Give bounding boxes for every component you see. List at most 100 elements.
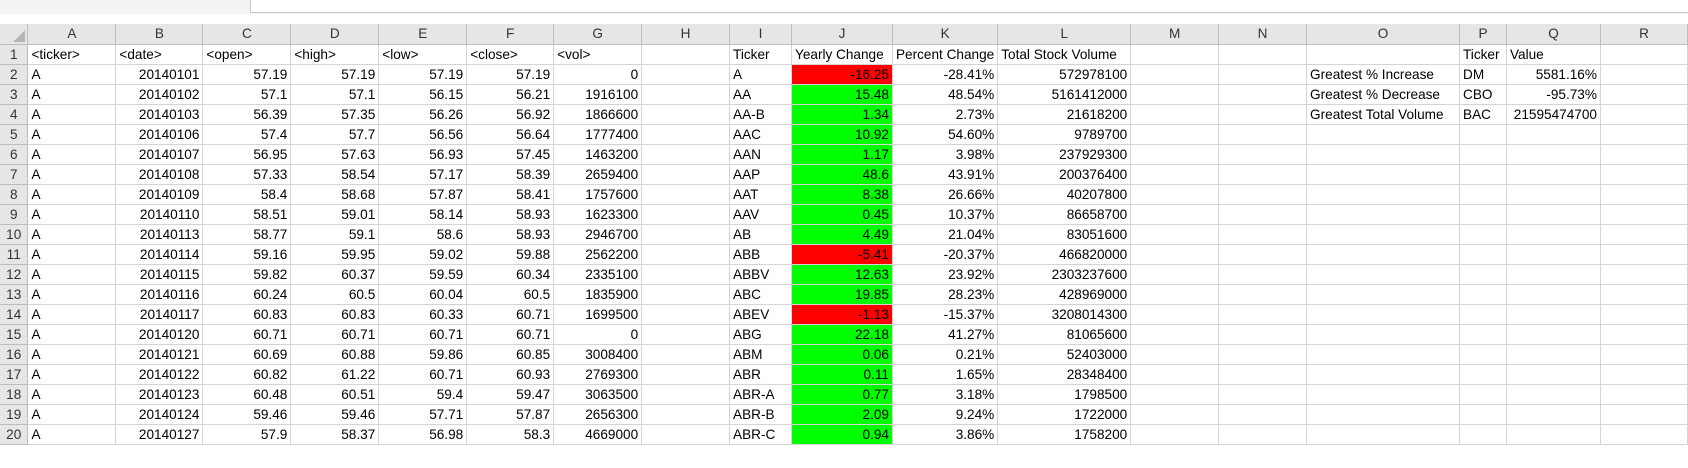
- cell-r7[interactable]: [1600, 164, 1688, 185]
- cell-c6[interactable]: 56.95: [202, 144, 292, 165]
- cell-i6[interactable]: AAN: [729, 144, 792, 165]
- cell-e19[interactable]: 57.71: [378, 404, 468, 425]
- cell-b7[interactable]: 20140108: [115, 164, 204, 185]
- row-header[interactable]: 6: [0, 144, 29, 165]
- cell-p16[interactable]: [1459, 344, 1507, 365]
- row-header[interactable]: 7: [0, 164, 29, 185]
- cell-k11[interactable]: -20.37%: [892, 244, 999, 265]
- cell-o20[interactable]: [1306, 424, 1460, 445]
- cell-d5[interactable]: 57.7: [290, 124, 380, 145]
- column-header-e[interactable]: E: [378, 24, 468, 45]
- cell-n6[interactable]: [1218, 144, 1308, 165]
- row-header[interactable]: 16: [0, 344, 29, 365]
- cell-m2[interactable]: [1130, 64, 1220, 85]
- cell-l6[interactable]: 237929300: [997, 144, 1132, 165]
- cell-m10[interactable]: [1130, 224, 1220, 245]
- cell-b6[interactable]: 20140107: [115, 144, 204, 165]
- cell-o12[interactable]: [1306, 264, 1460, 285]
- cell-g14[interactable]: 1699500: [553, 304, 643, 325]
- column-header-f[interactable]: F: [466, 24, 555, 45]
- column-header-l[interactable]: L: [997, 24, 1132, 45]
- cell-e5[interactable]: 56.56: [378, 124, 468, 145]
- cell-c14[interactable]: 60.83: [202, 304, 292, 325]
- cell-j3[interactable]: 15.48: [791, 84, 893, 105]
- cell-m13[interactable]: [1130, 284, 1220, 305]
- cell-n15[interactable]: [1218, 324, 1308, 345]
- cell-q17[interactable]: [1506, 364, 1601, 385]
- cell-j6[interactable]: 1.17: [791, 144, 893, 165]
- cell-p2[interactable]: DM: [1459, 64, 1507, 85]
- cell-o15[interactable]: [1306, 324, 1460, 345]
- cell-j5[interactable]: 10.92: [791, 124, 893, 145]
- cell-b20[interactable]: 20140127: [115, 424, 204, 445]
- cell-q16[interactable]: [1506, 344, 1601, 365]
- cell-f5[interactable]: 56.64: [466, 124, 555, 145]
- cell-h1[interactable]: [641, 44, 731, 65]
- cell-k3[interactable]: 48.54%: [892, 84, 999, 105]
- cell-d15[interactable]: 60.71: [290, 324, 380, 345]
- cell-h8[interactable]: [641, 184, 731, 205]
- cell-d3[interactable]: 57.1: [290, 84, 380, 105]
- cell-r2[interactable]: [1600, 64, 1688, 85]
- cell-a7[interactable]: A: [27, 164, 117, 185]
- cell-o8[interactable]: [1306, 184, 1460, 205]
- cell-k2[interactable]: -28.41%: [892, 64, 999, 85]
- cell-c4[interactable]: 56.39: [202, 104, 292, 125]
- cell-o9[interactable]: [1306, 204, 1460, 225]
- cell-b8[interactable]: 20140109: [115, 184, 204, 205]
- cell-k15[interactable]: 41.27%: [892, 324, 999, 345]
- cell-p15[interactable]: [1459, 324, 1507, 345]
- cell-e4[interactable]: 56.26: [378, 104, 468, 125]
- cell-q8[interactable]: [1506, 184, 1601, 205]
- cell-a13[interactable]: A: [27, 284, 117, 305]
- cell-j16[interactable]: 0.06: [791, 344, 893, 365]
- cell-o10[interactable]: [1306, 224, 1460, 245]
- cell-m15[interactable]: [1130, 324, 1220, 345]
- cell-l10[interactable]: 83051600: [997, 224, 1132, 245]
- cell-f12[interactable]: 60.34: [466, 264, 555, 285]
- cell-l1[interactable]: Total Stock Volume: [997, 44, 1132, 65]
- cell-c10[interactable]: 58.77: [202, 224, 292, 245]
- cell-l17[interactable]: 28348400: [997, 364, 1132, 385]
- cell-e2[interactable]: 57.19: [378, 64, 468, 85]
- cell-n18[interactable]: [1218, 384, 1308, 405]
- cell-r6[interactable]: [1600, 144, 1688, 165]
- cell-j17[interactable]: 0.11: [791, 364, 893, 385]
- cell-i3[interactable]: AA: [729, 84, 792, 105]
- column-header-n[interactable]: N: [1218, 24, 1308, 45]
- cell-g17[interactable]: 2769300: [553, 364, 643, 385]
- cell-f1[interactable]: <close>: [466, 44, 555, 65]
- cell-f4[interactable]: 56.92: [466, 104, 555, 125]
- cell-m9[interactable]: [1130, 204, 1220, 225]
- row-header[interactable]: 8: [0, 184, 29, 205]
- cell-j12[interactable]: 12.63: [791, 264, 893, 285]
- cell-c2[interactable]: 57.19: [202, 64, 292, 85]
- cell-q18[interactable]: [1506, 384, 1601, 405]
- cell-d10[interactable]: 59.1: [290, 224, 380, 245]
- cell-l9[interactable]: 86658700: [997, 204, 1132, 225]
- cell-e7[interactable]: 57.17: [378, 164, 468, 185]
- cell-c13[interactable]: 60.24: [202, 284, 292, 305]
- cell-e14[interactable]: 60.33: [378, 304, 468, 325]
- cell-m14[interactable]: [1130, 304, 1220, 325]
- cell-q19[interactable]: [1506, 404, 1601, 425]
- cell-e20[interactable]: 56.98: [378, 424, 468, 445]
- cell-l16[interactable]: 52403000: [997, 344, 1132, 365]
- column-header-m[interactable]: M: [1130, 24, 1220, 45]
- column-header-q[interactable]: Q: [1506, 24, 1601, 45]
- cell-a8[interactable]: A: [27, 184, 117, 205]
- cell-g5[interactable]: 1777400: [553, 124, 643, 145]
- cell-j14[interactable]: -1.13: [791, 304, 893, 325]
- cell-g13[interactable]: 1835900: [553, 284, 643, 305]
- cell-r5[interactable]: [1600, 124, 1688, 145]
- cell-b18[interactable]: 20140123: [115, 384, 204, 405]
- cell-g9[interactable]: 1623300: [553, 204, 643, 225]
- cell-r20[interactable]: [1600, 424, 1688, 445]
- cell-r18[interactable]: [1600, 384, 1688, 405]
- cell-m20[interactable]: [1130, 424, 1220, 445]
- cell-i14[interactable]: ABEV: [729, 304, 792, 325]
- cell-e13[interactable]: 60.04: [378, 284, 468, 305]
- cell-p10[interactable]: [1459, 224, 1507, 245]
- cell-a18[interactable]: A: [27, 384, 117, 405]
- cell-r10[interactable]: [1600, 224, 1688, 245]
